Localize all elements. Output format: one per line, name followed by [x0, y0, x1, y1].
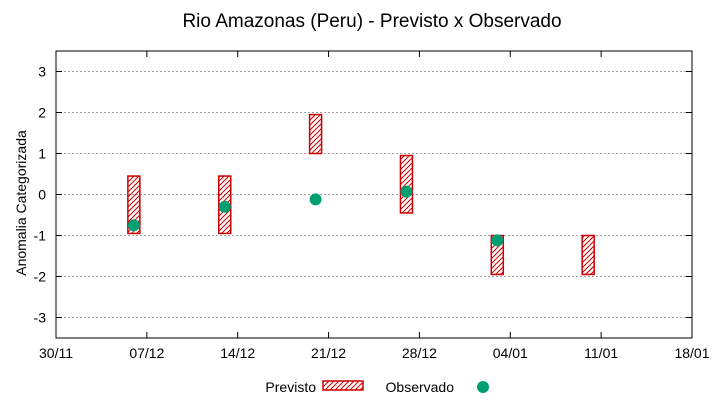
x-tick-label: 30/11 [39, 345, 73, 361]
legend-label-previsto: Previsto [265, 379, 316, 395]
legend-label-observado: Observado [386, 379, 455, 395]
observado-point [491, 234, 504, 247]
y-tick-label: 1 [38, 146, 46, 162]
observado-point [127, 219, 140, 232]
previsto-interval [308, 113, 323, 155]
observado-point [400, 185, 413, 198]
x-tick-label: 07/12 [129, 345, 164, 361]
x-tick-label: 04/01 [493, 345, 528, 361]
y-tick-label: 0 [38, 187, 46, 203]
x-tick-label: 18/01 [674, 345, 709, 361]
grid [56, 71, 692, 318]
previsto-interval [399, 154, 414, 214]
y-tick-label: -1 [34, 228, 47, 244]
y-tick-label: -2 [34, 269, 47, 285]
previsto-interval [581, 234, 595, 276]
chart-title: Rio Amazonas (Peru) - Previsto x Observa… [182, 11, 561, 32]
y-axis-label: Anomalia Categorizada [13, 130, 29, 276]
x-tick-label: 11/01 [584, 345, 618, 361]
y-tick-label: 2 [38, 105, 46, 121]
legend: Previsto Observado [265, 379, 489, 395]
previsto-interval [127, 175, 141, 235]
legend-marker-observado [477, 381, 489, 393]
y-axis: -3 -2 -1 0 1 2 3 [34, 64, 692, 326]
x-tick-label: 14/12 [220, 345, 255, 361]
observado-point [309, 193, 322, 206]
y-tick-label: -3 [34, 310, 47, 326]
legend-swatch-previsto [322, 380, 364, 391]
x-tick-label: 21/12 [311, 345, 346, 361]
x-tick-label: 28/12 [402, 345, 437, 361]
plot-frame [55, 50, 693, 339]
observado-series [127, 185, 504, 247]
observado-point [218, 200, 231, 213]
y-tick-label: 3 [38, 64, 46, 80]
